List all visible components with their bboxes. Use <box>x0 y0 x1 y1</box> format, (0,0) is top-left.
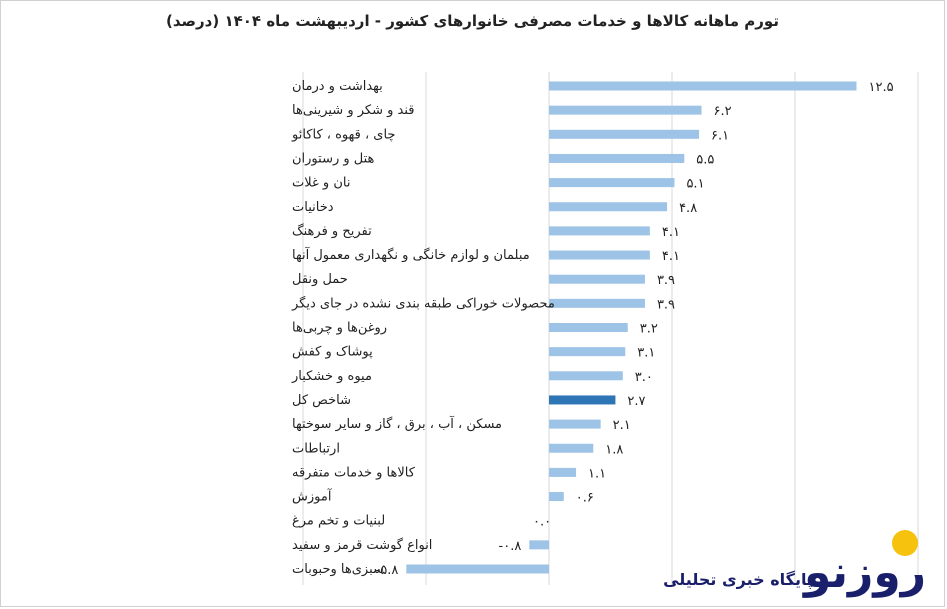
bar-3 <box>549 129 700 139</box>
watermark-logo: روزنو پایگاه خبری تحلیلی <box>625 529 935 601</box>
category-label: هتل و رستوران <box>292 151 375 166</box>
value-label: -۰.۸ <box>499 539 522 554</box>
bar-17 <box>549 467 577 477</box>
bar-21 <box>406 564 549 574</box>
category-label: روغن‌ها و چربی‌ها <box>292 321 387 336</box>
category-label: شاخص کل <box>292 393 351 408</box>
bar-7 <box>549 226 650 236</box>
bar-11 <box>549 323 628 332</box>
category-label: مبلمان و لوازم خانگی و نگهداری معمول آنه… <box>292 246 530 263</box>
bar-8 <box>549 250 650 260</box>
bar-5 <box>549 178 675 188</box>
value-label: ۴.۱ <box>662 249 680 264</box>
category-label: آموزش <box>292 488 333 505</box>
category-label: لبنیات و تخم مرغ <box>292 514 385 529</box>
category-labels: بهداشت و درمان قند و شکر و شیرینی‌ها چای ،… <box>291 79 555 577</box>
bar-6 <box>549 202 668 212</box>
value-label: -۵.۸ <box>376 563 399 578</box>
value-label: ۳.۹ <box>657 273 675 288</box>
value-label: ۱.۱ <box>588 466 606 481</box>
bars <box>406 81 857 574</box>
value-label: ۳.۹ <box>657 297 675 312</box>
category-label: ارتباطات <box>292 441 340 456</box>
bar-10 <box>549 298 645 308</box>
bar-18 <box>549 492 564 502</box>
value-label: ۳.۲ <box>640 322 658 337</box>
value-label: ۲.۱ <box>613 418 631 433</box>
value-label: ۱.۸ <box>605 442 623 457</box>
value-label: ۰.۶ <box>576 491 594 506</box>
bar-15 <box>549 419 601 429</box>
bar-9 <box>549 274 645 284</box>
category-label: میوه و خشکبار <box>291 369 372 384</box>
value-label: ۲.۷ <box>627 394 645 409</box>
value-label: ۶.۱ <box>711 128 729 143</box>
category-label: قند و شکر و شیرینی‌ها <box>292 103 414 118</box>
value-label: ۱۲.۵ <box>869 80 894 95</box>
value-label: ۴.۱ <box>662 225 680 240</box>
category-label: مسکن ، آب ، برق ، گاز و سایر سوختها <box>292 415 502 432</box>
logo-tagline: پایگاه خبری تحلیلی <box>663 570 813 589</box>
value-label: ۵.۱ <box>686 177 704 192</box>
category-label: انواع گوشت قرمز و سفید <box>292 537 432 553</box>
category-label: نان و غلات <box>292 176 350 191</box>
value-label: ۳.۱ <box>637 346 655 361</box>
value-label: ۶.۲ <box>714 104 732 119</box>
category-label: محصولات خوراکی طبقه بندی نشده در جای دیگ… <box>291 295 555 311</box>
category-label: حمل ونقل <box>292 272 348 287</box>
value-label: ۴.۸ <box>679 201 697 216</box>
logo-text: روزنو <box>802 547 926 598</box>
logo-mark-icon: روزنو <box>802 530 926 598</box>
bar-1 <box>549 81 857 91</box>
bar-13 <box>549 371 623 381</box>
bar-2 <box>549 105 702 115</box>
bar-16 <box>549 443 594 453</box>
category-label: دخانیات <box>292 200 334 215</box>
chart-title: تورم ماهانه کالاها و خدمات مصرفی خانواره… <box>166 12 779 30</box>
value-label: ۰.۰ <box>533 515 551 530</box>
bar-14 <box>549 395 616 405</box>
value-label: ۳.۰ <box>635 370 653 385</box>
value-labels: ۱۲.۵ ۶.۲ ۶.۱ ۵.۵ ۵.۱ ۴.۸ ۴.۱ ۴.۱ ۳.۹ ۳.۹ ۳.۲ ۳.۱ ۳.۰… <box>376 80 894 578</box>
category-label: سبزی‌ها وحبوبات <box>292 562 384 577</box>
bar-4 <box>549 153 685 163</box>
category-label: تفریح و فرهنگ <box>292 223 372 239</box>
category-label: بهداشت و درمان <box>292 79 383 94</box>
bar-12 <box>549 347 626 357</box>
category-label: چای ، قهوه ، کاکائو <box>291 127 395 142</box>
bar-20 <box>529 540 549 550</box>
category-label: پوشاک و کفش <box>292 345 373 360</box>
value-label: ۵.۵ <box>696 152 714 167</box>
category-label: کالاها و خدمات متفرقه <box>292 465 416 480</box>
